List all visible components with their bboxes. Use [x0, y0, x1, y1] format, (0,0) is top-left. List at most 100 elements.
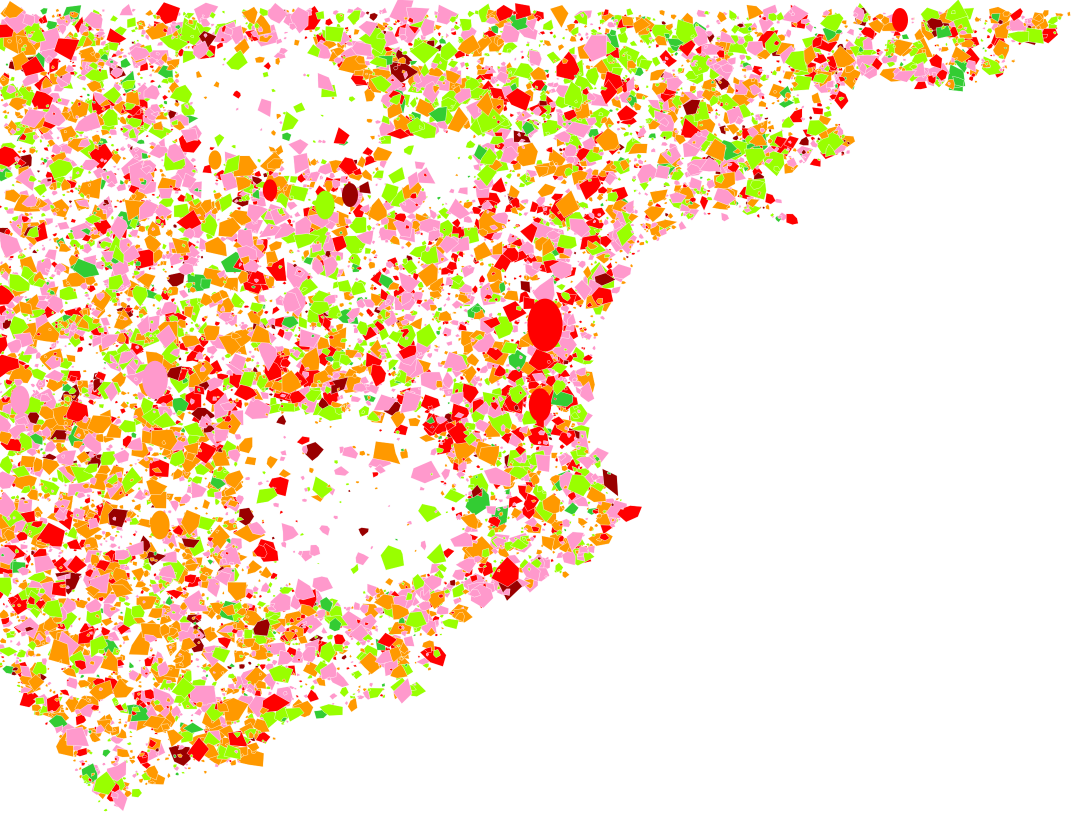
- land-parcel: [36, 170, 41, 174]
- land-parcel: [336, 667, 341, 671]
- land-parcel: [573, 251, 577, 255]
- land-parcel: [830, 49, 835, 55]
- land-parcel: [393, 22, 397, 26]
- land-parcel: [589, 65, 594, 68]
- land-parcel: [109, 535, 116, 543]
- land-parcel: [375, 336, 379, 340]
- land-parcel: [209, 11, 217, 20]
- land-parcel: [279, 449, 287, 456]
- land-parcel: [210, 23, 215, 28]
- land-parcel: [418, 387, 422, 391]
- land-parcel: [256, 361, 260, 365]
- land-parcel: [619, 126, 628, 131]
- land-parcel: [296, 617, 301, 621]
- land-parcel: [652, 17, 657, 22]
- land-parcel: [343, 606, 347, 610]
- land-parcel: [359, 450, 366, 457]
- land-parcel: [119, 146, 127, 152]
- land-parcel: [798, 158, 804, 164]
- land-parcel: [450, 27, 456, 32]
- land-parcel: [72, 32, 79, 39]
- land-parcel: [28, 212, 33, 217]
- land-parcel: [966, 71, 970, 75]
- land-parcel: [535, 159, 544, 165]
- land-parcel: [543, 207, 548, 212]
- land-parcel: [137, 680, 142, 684]
- land-parcel: [396, 437, 401, 442]
- land-parcel: [557, 43, 565, 52]
- land-parcel: [426, 352, 433, 359]
- land-parcel: [131, 772, 138, 779]
- land-parcel: [128, 541, 133, 546]
- land-parcel: [16, 149, 22, 154]
- land-parcel: [252, 200, 258, 206]
- land-parcel: [671, 68, 676, 73]
- land-parcel: [113, 205, 119, 209]
- land-parcel: [41, 612, 47, 617]
- land-parcel: [344, 700, 349, 706]
- land-parcel: [15, 640, 22, 647]
- land-parcel: [71, 589, 76, 593]
- land-parcel: [102, 808, 108, 812]
- land-parcel: [518, 212, 523, 217]
- land-parcel: [243, 305, 250, 309]
- land-parcel: [133, 503, 142, 512]
- land-parcel: [134, 147, 140, 153]
- land-parcel: [4, 171, 14, 179]
- land-parcel: [467, 175, 471, 179]
- land-parcel: [335, 12, 345, 24]
- land-parcel: [359, 247, 363, 252]
- land-parcel: [543, 522, 547, 527]
- land-parcel: [167, 510, 172, 514]
- land-parcel: [51, 393, 56, 396]
- land-parcel: [364, 247, 372, 255]
- land-parcel: [117, 614, 124, 622]
- land-parcel: [265, 479, 270, 483]
- land-parcel: [429, 447, 438, 456]
- land-parcel: [133, 462, 138, 466]
- land-parcel: [349, 695, 354, 699]
- land-parcel: [637, 190, 642, 195]
- land-parcel: [109, 637, 113, 640]
- land-parcel: [599, 315, 606, 321]
- land-parcel: [568, 521, 572, 524]
- land-parcel: [479, 364, 489, 374]
- land-parcel: [257, 98, 272, 118]
- land-parcel: [731, 18, 736, 21]
- land-parcel: [538, 43, 542, 48]
- land-parcel: [585, 542, 591, 547]
- land-parcel: [48, 346, 53, 350]
- land-parcel: [984, 19, 989, 23]
- land-parcel: [113, 621, 119, 626]
- land-parcel: [538, 121, 542, 124]
- land-parcel: [157, 83, 163, 89]
- land-parcel: [561, 464, 569, 472]
- land-parcel: [100, 622, 104, 627]
- land-parcel: [340, 338, 348, 343]
- land-parcel: [202, 669, 207, 674]
- land-parcel: [208, 661, 229, 683]
- land-parcel: [30, 216, 34, 220]
- land-parcel: [513, 276, 517, 281]
- land-parcel: [136, 514, 140, 518]
- land-parcel: [244, 21, 249, 25]
- land-parcel: [246, 565, 250, 570]
- land-parcel: [219, 171, 240, 192]
- land-parcel: [717, 21, 721, 25]
- land-parcel: [387, 166, 406, 185]
- land-parcel: [23, 247, 28, 251]
- land-parcel: [312, 139, 317, 144]
- land-parcel: [369, 135, 376, 141]
- land-parcel: [218, 600, 224, 605]
- land-parcel: [55, 207, 60, 212]
- land-parcel: [15, 614, 20, 620]
- land-parcel: [190, 321, 194, 325]
- land-parcel: [372, 471, 379, 478]
- land-parcel: [365, 11, 370, 16]
- land-parcel: [150, 79, 157, 83]
- land-parcel: [563, 528, 567, 532]
- land-parcel: [48, 688, 53, 693]
- land-parcel: [147, 780, 157, 785]
- land-parcel: [114, 400, 119, 404]
